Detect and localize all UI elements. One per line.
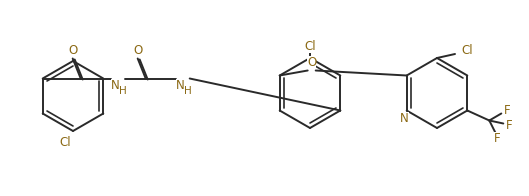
Text: N: N	[111, 79, 120, 92]
Text: O: O	[68, 44, 77, 57]
Text: O: O	[307, 56, 316, 69]
Text: F: F	[494, 132, 500, 145]
Text: Cl: Cl	[461, 44, 473, 56]
Text: Cl: Cl	[304, 40, 316, 53]
Text: Cl: Cl	[59, 136, 71, 150]
Text: N: N	[176, 79, 185, 92]
Text: F: F	[504, 104, 510, 117]
Text: F: F	[506, 119, 513, 132]
Text: N: N	[400, 112, 409, 125]
Text: H: H	[184, 85, 191, 95]
Text: H: H	[119, 85, 126, 95]
Text: O: O	[133, 44, 142, 57]
